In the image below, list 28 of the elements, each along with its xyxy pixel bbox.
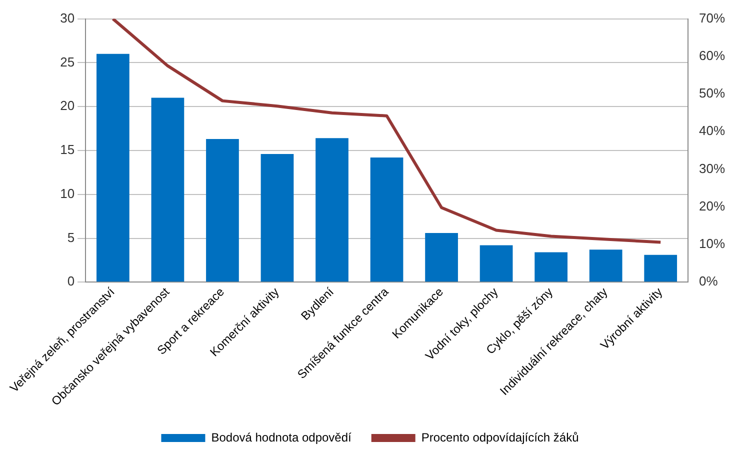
bar bbox=[96, 54, 130, 282]
bar bbox=[425, 232, 458, 282]
y-tick-label: 25 bbox=[60, 54, 75, 70]
y2-tick-label: 0% bbox=[698, 274, 718, 289]
y2-tick-label: 70% bbox=[698, 10, 726, 26]
y-tick-label: 0 bbox=[67, 274, 75, 289]
y-tick-label: 20 bbox=[60, 98, 75, 114]
y-tick-label: 15 bbox=[60, 142, 75, 158]
bar bbox=[534, 252, 568, 282]
y2-tick-label: 40% bbox=[698, 123, 726, 138]
bar bbox=[480, 245, 513, 282]
legend-label: Bodová hodnota odpovědí bbox=[211, 430, 352, 444]
y2-tick-label: 10% bbox=[698, 236, 726, 252]
y2-tick-label: 20% bbox=[698, 198, 726, 214]
y2-tick-label: 60% bbox=[698, 48, 726, 63]
y-tick-label: 30 bbox=[60, 10, 75, 26]
y-tick-label: 5 bbox=[67, 230, 75, 245]
bar bbox=[589, 250, 622, 282]
bar bbox=[206, 139, 239, 282]
bar bbox=[151, 98, 184, 282]
legend-label: Procento odpovídajících žáků bbox=[421, 430, 579, 444]
y-tick-label: 10 bbox=[60, 186, 75, 201]
bar bbox=[316, 138, 348, 282]
y2-tick-label: 30% bbox=[698, 160, 726, 176]
y2-tick-label: 50% bbox=[698, 86, 726, 101]
bar bbox=[370, 157, 404, 282]
bar bbox=[260, 154, 294, 282]
bar bbox=[644, 254, 678, 282]
